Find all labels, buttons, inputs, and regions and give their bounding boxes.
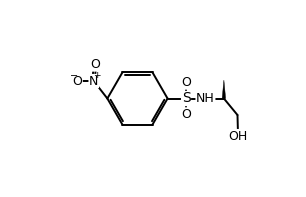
Text: O: O (181, 108, 191, 121)
Text: N: N (89, 74, 99, 87)
Text: O: O (181, 76, 191, 89)
Text: O: O (72, 74, 82, 87)
Text: NH: NH (196, 92, 215, 105)
Text: OH: OH (228, 130, 248, 143)
Text: +: + (93, 71, 101, 80)
Text: O: O (90, 58, 100, 71)
Polygon shape (222, 80, 226, 98)
Text: S: S (182, 91, 190, 106)
Text: −: − (70, 71, 78, 81)
